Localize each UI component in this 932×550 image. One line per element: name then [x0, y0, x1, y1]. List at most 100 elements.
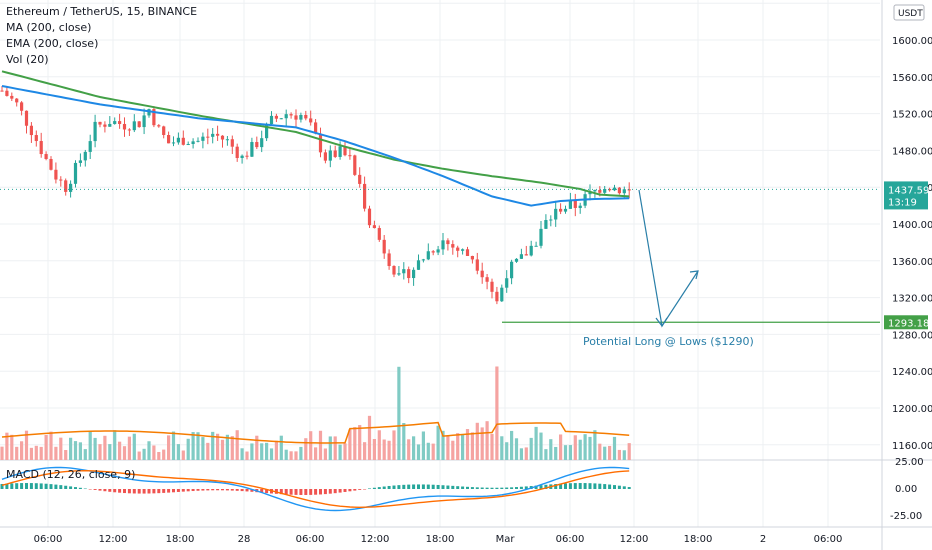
candle-body — [269, 115, 274, 125]
ema-200-line — [1, 85, 630, 207]
macd-histogram-bar — [10, 483, 14, 489]
macd-histogram-bar — [323, 489, 327, 495]
ema-legend[interactable]: EMA (200, close) — [6, 37, 99, 50]
macd-histogram-bar — [372, 487, 376, 489]
macd-histogram-bar — [211, 489, 215, 491]
candle-body — [353, 155, 357, 175]
macd-histogram-bar — [554, 484, 558, 489]
macd-histogram-bar — [289, 489, 293, 495]
macd-histogram-bar — [221, 489, 224, 491]
macd-histogram-bar — [480, 487, 484, 489]
ma-legend[interactable]: MA (200, close) — [6, 21, 92, 34]
macd-histogram-bar — [382, 486, 386, 489]
candle-body — [363, 183, 367, 209]
volume-bar — [323, 448, 327, 460]
candle-body — [240, 155, 244, 159]
macd-histogram-bar — [230, 489, 234, 491]
volume-bar — [578, 439, 582, 460]
candle-body — [206, 136, 210, 138]
volume-bar — [490, 433, 494, 460]
candle-body — [500, 287, 504, 302]
volume-bar — [358, 425, 362, 460]
candle-body — [490, 281, 494, 292]
arrow-head — [689, 270, 699, 280]
volume-bar — [54, 446, 58, 460]
macd-histogram-bar — [113, 489, 117, 493]
volume-bar — [211, 431, 215, 460]
macd-histogram-bar — [69, 486, 73, 489]
volume-bar — [230, 436, 234, 460]
volume-bar — [171, 431, 176, 460]
volume-bar — [441, 430, 445, 460]
candle-body — [343, 146, 347, 156]
candle-body — [181, 137, 185, 145]
candle-body — [98, 121, 102, 125]
macd-histogram-bar — [568, 483, 572, 489]
macd-histogram-bar — [103, 489, 107, 492]
ema-line — [1, 85, 630, 207]
candle-body — [255, 142, 259, 148]
candle-body — [15, 98, 19, 103]
volume-bar — [44, 434, 48, 460]
macd-legend[interactable]: MACD (12, 26, close, 9) — [6, 468, 136, 481]
candle-body — [29, 125, 33, 136]
macd-histogram-bar — [613, 485, 616, 489]
candle-body — [186, 144, 190, 146]
candle-body — [431, 251, 435, 253]
volume-bar — [309, 431, 313, 460]
macd-histogram-bar — [539, 485, 543, 489]
macd-histogram-bar — [0, 483, 4, 489]
macd-histogram-bar — [83, 488, 87, 490]
candle-body — [230, 139, 234, 147]
macd-histogram-bar — [123, 489, 126, 494]
volume-bar — [83, 449, 87, 460]
symbol-title[interactable]: Ethereum / TetherUS, 15, BINANCE — [6, 5, 198, 18]
time-tick: 28 — [238, 534, 251, 545]
vol-legend[interactable]: Vol (20) — [6, 53, 49, 66]
arrow-head — [655, 317, 668, 328]
macd-histogram-bar — [441, 485, 445, 489]
candle-body — [196, 140, 200, 142]
volume-bar — [167, 435, 171, 460]
candle-body — [83, 151, 87, 161]
candle-body — [211, 133, 215, 137]
candle-body — [103, 124, 107, 127]
volume-bar — [64, 450, 68, 460]
candle-body — [260, 138, 264, 148]
volume-bar — [519, 448, 523, 460]
candle-body — [54, 169, 58, 180]
time-tick: 06:00 — [814, 534, 843, 545]
macd-histogram-bar — [505, 487, 509, 489]
volume-bar — [416, 444, 421, 460]
volume-bar — [152, 445, 156, 460]
candle-body — [387, 253, 391, 267]
macd-histogram-bar — [44, 483, 48, 489]
candle-body — [34, 135, 38, 142]
volume-bar — [103, 435, 107, 460]
candle-body — [627, 189, 631, 191]
macd-histogram-bar — [461, 486, 465, 489]
macd-histogram-bar — [309, 489, 313, 495]
volume-bar — [181, 450, 185, 460]
volume-bar — [382, 439, 386, 460]
volume-bar — [157, 451, 161, 460]
volume-bar — [470, 432, 474, 460]
volume-bar — [426, 442, 430, 460]
volume-bar — [98, 444, 102, 460]
volume-bar — [235, 430, 239, 460]
signal-line — [1, 469, 630, 509]
price-tick: 1400.00 — [892, 220, 932, 231]
macd-histogram-bar — [137, 489, 141, 494]
last-price-value: 1437.59 — [888, 185, 929, 196]
volume-bar — [294, 451, 298, 460]
time-tick: 2 — [760, 534, 766, 545]
macd-histogram-bar — [201, 489, 205, 491]
volume-bar — [505, 442, 509, 460]
time-tick: 12:00 — [620, 534, 649, 545]
candle-body — [480, 270, 484, 278]
candle-body — [314, 122, 318, 134]
macd-histogram-bar — [573, 483, 577, 489]
macd-histogram-bar — [446, 485, 450, 489]
candle-body — [475, 259, 479, 271]
